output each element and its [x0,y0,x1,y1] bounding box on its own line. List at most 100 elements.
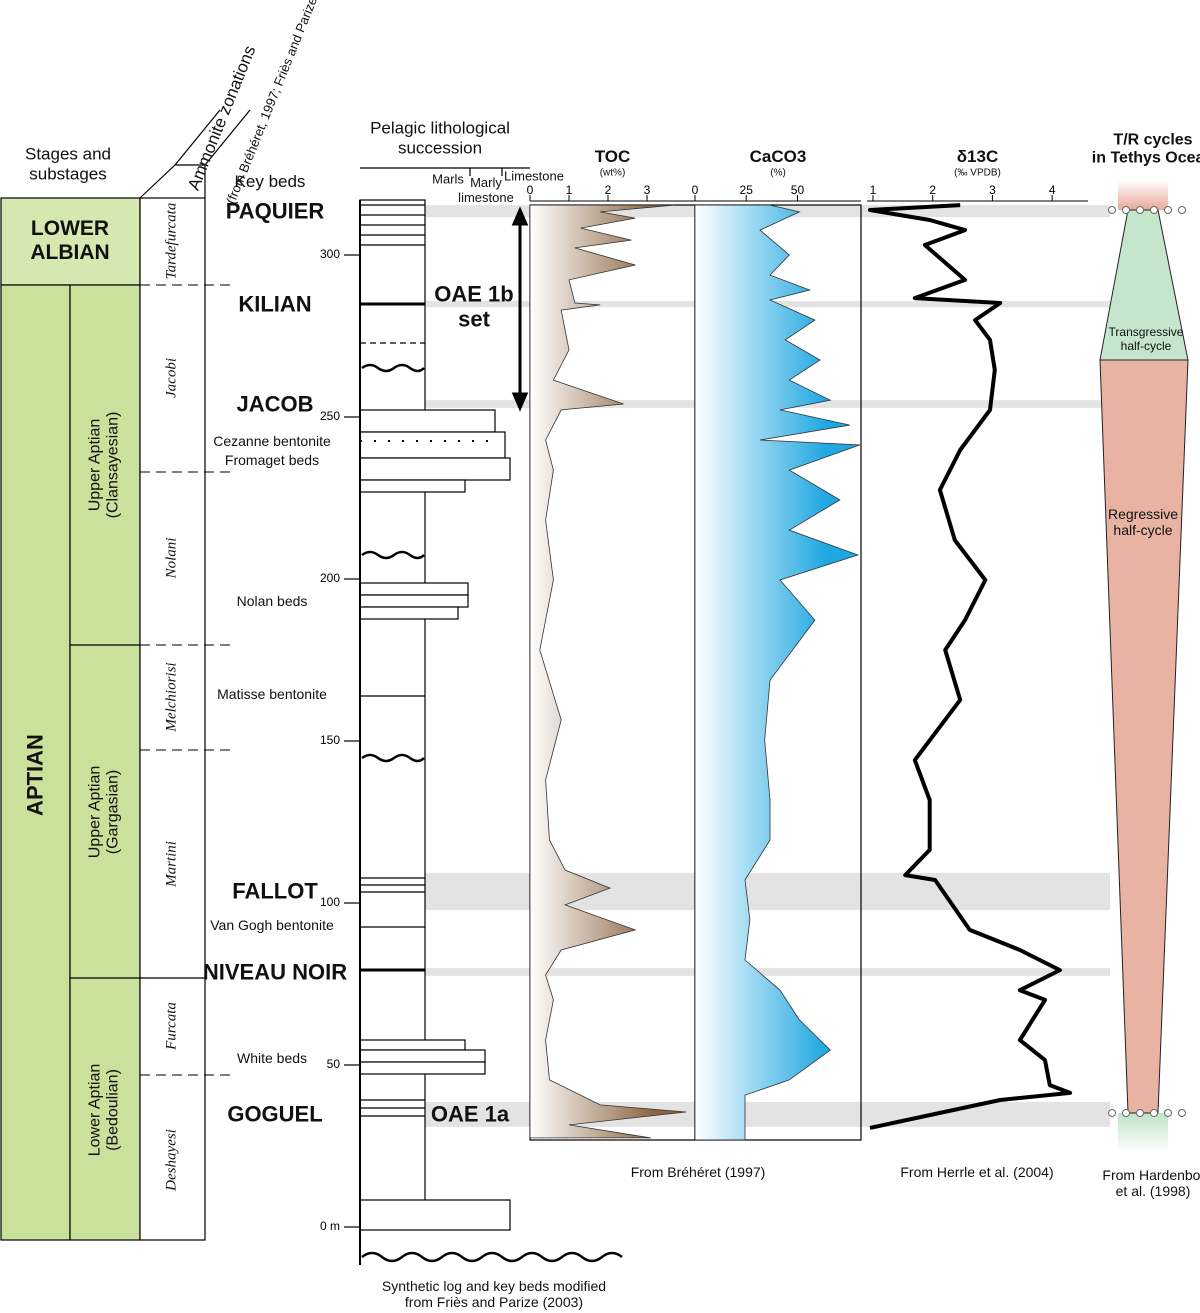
bed-label: Fromaget beds [224,451,320,468]
limestone-bed [359,582,469,596]
key-bed-label: NIVEAU NOIR [202,959,348,985]
cycle-marker [1136,1109,1144,1117]
zone-label: Furcata [163,1002,180,1050]
header: Pelagic lithological succession [370,118,510,157]
bed-label: Matisse bentonite [217,685,327,702]
y-tick-label: 100 [320,895,340,909]
y-tick-label: 300 [320,247,340,261]
header: T/R cycles in Tethys Ocean [1091,131,1200,167]
header: Key beds [234,172,306,192]
limestone-bed [359,457,511,481]
event-label: OAE 1b set [434,281,514,332]
x-tick-label: 25 [740,183,754,197]
bed-label: Van Gogh bentonite [210,916,334,933]
x-tick-label: 50 [791,183,805,197]
zone-label: Nolani [163,537,180,579]
wavy-lines [361,363,623,1263]
stage-label: LOWER ALBIAN [30,216,110,264]
event-label: OAE 1a [430,1101,510,1127]
zone-header-shape [174,109,221,166]
zone-label: Melchiorisi [163,662,180,732]
y-tick-label: 250 [320,409,340,423]
key-bed-label: PAQUIER [225,198,325,224]
tr-glow [1118,180,1168,210]
key-bed-label: KILIAN [238,291,312,317]
arrow-head [511,392,529,412]
x-tick-label: 1 [566,183,573,197]
chart-title: CaCO3 [749,147,807,167]
key-bed-label: JACOB [236,391,314,417]
cycle-marker [1178,206,1186,214]
column-label: Marls [432,171,464,187]
oae-arrow [511,206,529,412]
zone-label: Tardefurcata [163,202,180,280]
data-area [694,204,861,1141]
wavy-line [361,1251,623,1263]
column-label: Limestone [504,168,564,184]
source: From Hardenbol et al. (1998) [1102,1166,1200,1199]
column-label: Marly limestone [458,175,514,205]
limestone-bed [359,431,506,459]
x-tick-label: 4 [1049,183,1056,197]
tr-cycle [1099,180,1189,1153]
x-tick-label: 0 [692,183,699,197]
limestone-bed [359,1061,486,1075]
arrow-head [511,206,529,226]
chart-title: δ13C [956,147,999,167]
chart-unit: (wt%) [599,167,626,179]
cycle-marker [1108,206,1116,214]
tr-glow [1118,1113,1168,1153]
bed-label: Cezanne bentonite [213,432,331,449]
wavy-line [361,753,425,763]
cycle-marker [1108,1109,1116,1117]
bed-label: Nolan beds [236,592,308,609]
y-tick-label: 150 [320,733,340,747]
limestone-bed [359,1049,486,1063]
x-tick-label: 2 [929,183,936,197]
zone-column [139,197,206,1241]
bed-label: White beds [236,1049,308,1066]
zone-label: Deshayesi [163,1129,180,1191]
cycle-marker [1178,1109,1186,1117]
substage-label: Upper Aptian (Gargasian) [86,765,122,859]
x-tick-label: 3 [644,183,651,197]
chart-unit: (‰ VPDB) [954,167,1001,179]
cycle-marker [1150,1109,1158,1117]
cycle-marker [1164,1109,1172,1117]
cycle-marker [1136,206,1144,214]
x-tick-label: 2 [605,183,612,197]
limestone-bed [359,594,469,608]
zone-label: Jacobi [163,358,180,398]
chart-unit: (%) [770,167,786,179]
stage-columns [0,109,251,1241]
wavy-line [361,363,425,373]
regressive-shape [1099,359,1189,1114]
cycle-marker [1122,206,1130,214]
limestone-bed [359,606,459,620]
substage-box [69,284,141,1241]
y-tick-label: 0 m [320,1219,340,1233]
substage-label: Lower Aptian (Bedoulian) [86,1063,122,1157]
zone-label: Martini [163,841,180,887]
limestone-bed [359,1039,466,1051]
zone-header-shape [204,109,251,166]
source: From Herrle et al. (2004) [900,1163,1054,1180]
cycle-marker [1150,206,1158,214]
cycle-marker [1164,206,1172,214]
y-tick-label: 50 [327,1057,341,1071]
key-bed-band [425,968,1110,976]
key-bed-band [425,872,1110,911]
data-area [529,204,687,1139]
source: From Bréhéret (1997) [630,1163,766,1180]
wavy-line [361,550,425,560]
stage-box [0,197,141,286]
data-line [868,203,1073,1130]
stage-label: APTIAN [22,734,48,816]
header: Stages and substages [24,144,112,183]
key-bed-band [425,1101,1110,1127]
x-tick-label: 3 [989,183,996,197]
limestone-bed [359,1199,511,1231]
key-bed-label: FALLOT [232,878,318,904]
log-lines [360,204,495,1117]
